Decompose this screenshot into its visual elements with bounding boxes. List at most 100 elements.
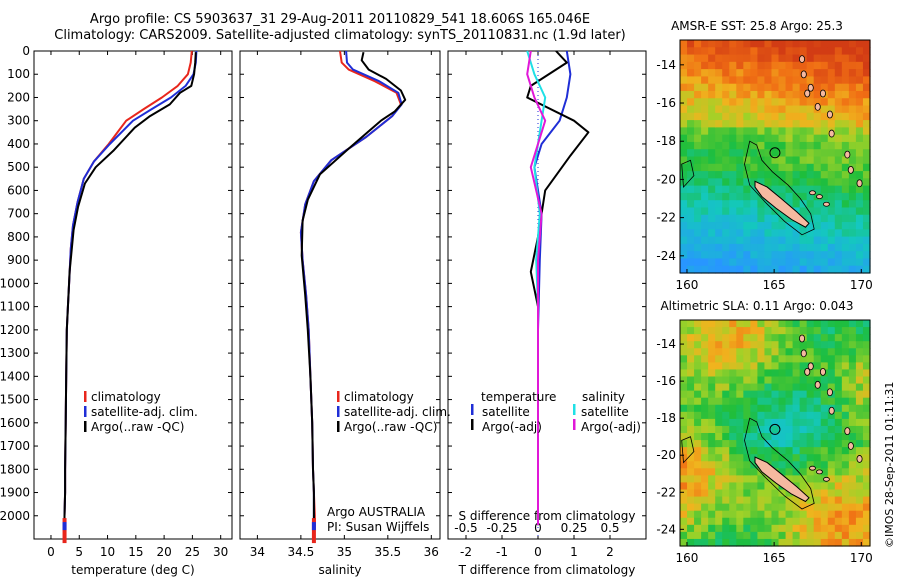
heatmap-cell xyxy=(694,222,702,230)
island-vanuatu xyxy=(807,83,814,92)
heatmap-cell xyxy=(827,251,836,260)
heatmap-cell xyxy=(778,258,787,267)
heatmap-cell xyxy=(799,418,808,427)
heatmap-cell xyxy=(799,362,808,371)
heatmap-cell xyxy=(862,141,871,150)
x-tick-label: 10 xyxy=(100,545,115,559)
heatmap-cell xyxy=(806,531,815,540)
heatmap-cell xyxy=(680,83,688,92)
heatmap-cell xyxy=(771,171,780,179)
heatmap-cell xyxy=(785,496,794,505)
heatmap-cell xyxy=(827,120,836,128)
heatmap-cell xyxy=(694,76,702,85)
heatmap-cell xyxy=(764,243,773,252)
heatmap-cell xyxy=(771,61,780,70)
legend-label: climatology xyxy=(344,390,414,404)
heatmap-cell xyxy=(834,222,843,230)
heatmap-cell xyxy=(813,83,822,92)
heatmap-cell xyxy=(729,362,737,371)
heatmap-cell xyxy=(841,440,850,448)
heatmap-cell xyxy=(736,425,744,434)
heatmap-cell xyxy=(722,98,730,107)
heatmap-cell xyxy=(806,251,815,260)
y-tick-label: 300 xyxy=(7,114,30,128)
heatmap-cell xyxy=(757,390,766,399)
heatmap-cell xyxy=(722,265,730,274)
heatmap-cell xyxy=(722,425,730,434)
y-tick-label: 600 xyxy=(7,183,30,197)
heatmap-cell xyxy=(764,383,773,392)
heatmap-cell xyxy=(834,320,843,328)
heatmap-cell xyxy=(834,112,843,121)
heatmap-cell xyxy=(729,112,737,121)
heatmap-cell xyxy=(834,425,843,434)
heatmap-cell xyxy=(708,397,716,406)
heatmap-cell xyxy=(820,185,829,194)
heatmap-cell xyxy=(743,98,751,107)
heatmap-cell xyxy=(736,355,744,363)
y-tick-label: 1400 xyxy=(0,369,30,383)
heatmap-cell xyxy=(785,236,794,245)
heatmap-cell xyxy=(750,320,759,328)
heatmap-cell xyxy=(771,496,780,505)
heatmap-cell xyxy=(855,214,864,223)
heatmap-cell xyxy=(687,454,695,462)
island-vanuatu xyxy=(799,334,806,343)
heatmap-cell xyxy=(764,411,773,420)
heatmap-cell xyxy=(806,243,815,252)
heatmap-cell xyxy=(708,243,716,252)
heatmap-cell xyxy=(848,496,857,505)
heatmap-cell xyxy=(750,348,759,356)
heatmap-cell xyxy=(785,440,794,448)
map-title: AMSR-E SST: 25.8 Argo: 25.3 xyxy=(671,19,843,33)
heatmap-cell xyxy=(715,383,723,392)
y-tick-label: 0 xyxy=(22,44,30,58)
heatmap-cell xyxy=(820,447,829,455)
heatmap-cell xyxy=(750,433,759,441)
heatmap-cell xyxy=(820,503,829,512)
heatmap-cell xyxy=(694,251,702,260)
heatmap-cell xyxy=(771,362,780,371)
heatmap-cell xyxy=(827,425,836,434)
heatmap-cell xyxy=(820,83,829,92)
heatmap-cell xyxy=(687,76,695,85)
heatmap-cell xyxy=(785,251,794,260)
heatmap-cell xyxy=(708,320,716,328)
heatmap-cell xyxy=(750,243,759,252)
heatmap-cell xyxy=(750,425,759,434)
heatmap-cell xyxy=(743,482,751,491)
heatmap-cell xyxy=(715,425,723,434)
island-vanuatu xyxy=(804,367,811,376)
heatmap-cell xyxy=(834,171,843,179)
heatmap-cell xyxy=(757,454,766,462)
heatmap-cell xyxy=(834,447,843,455)
heatmap-cell xyxy=(715,251,723,260)
heatmap-cell xyxy=(729,40,737,48)
heatmap-cell xyxy=(687,531,695,540)
heatmap-cell xyxy=(701,411,709,420)
heatmap-cell xyxy=(792,105,801,114)
heatmap-cell xyxy=(687,83,695,92)
heatmap-cell xyxy=(701,397,709,406)
heatmap-cell xyxy=(799,503,808,512)
y-tick-label: 1300 xyxy=(0,346,30,360)
heatmap-cell xyxy=(785,383,794,392)
heatmap-cell xyxy=(806,461,815,469)
heatmap-cell xyxy=(701,251,709,260)
heatmap-cell xyxy=(694,171,702,179)
heatmap-cell xyxy=(680,503,688,512)
y-tick-label: 1100 xyxy=(0,300,30,314)
x-tick-label: 0 xyxy=(534,545,542,559)
heatmap-cell xyxy=(806,258,815,267)
heatmap-cell xyxy=(862,76,871,85)
heatmap-cell xyxy=(750,383,759,392)
heatmap-cell xyxy=(855,369,864,378)
heatmap-cell xyxy=(764,90,773,99)
legend-title: salinity xyxy=(582,390,625,404)
heatmap-cell xyxy=(736,404,744,413)
heatmap-cell xyxy=(736,207,744,216)
heatmap-cell xyxy=(743,334,751,342)
heatmap-cell xyxy=(757,496,766,505)
plot-frame xyxy=(447,50,647,540)
y-tick-label: 200 xyxy=(7,90,30,104)
